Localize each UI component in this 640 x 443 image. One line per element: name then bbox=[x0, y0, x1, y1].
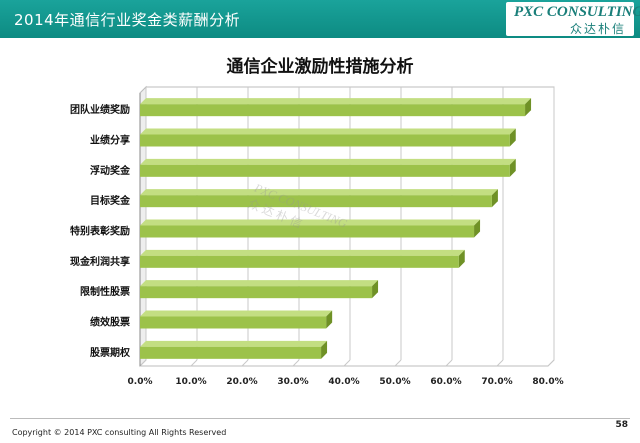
company-logo: PXC CONSULTING 众达朴信 bbox=[506, 2, 640, 36]
x-tick-label: 50.0% bbox=[379, 377, 410, 387]
y-tick-label: 浮动奖金 bbox=[90, 164, 131, 177]
bar-top bbox=[140, 310, 333, 317]
gridline-floor bbox=[292, 359, 300, 367]
gridline-floor bbox=[496, 359, 504, 367]
bar-top bbox=[140, 340, 328, 347]
bar-end bbox=[509, 158, 516, 177]
bar bbox=[140, 164, 510, 177]
bar-end bbox=[509, 128, 516, 147]
bar-top bbox=[140, 158, 516, 165]
bar bbox=[140, 346, 322, 359]
y-tick-label: 目标奖金 bbox=[90, 194, 131, 207]
y-tick-label: 股票期权 bbox=[90, 346, 131, 359]
copyright-text: Copyright © 2014 PXC consulting All Righ… bbox=[12, 428, 227, 437]
bar bbox=[140, 316, 327, 329]
gridline-floor bbox=[445, 359, 453, 367]
bar bbox=[140, 195, 492, 208]
y-tick-label: 业绩分享 bbox=[90, 134, 130, 147]
logo-text: PXC CONSULTING bbox=[514, 4, 640, 20]
bar bbox=[140, 286, 373, 299]
bar-end bbox=[326, 310, 333, 329]
x-tick-label: 10.0% bbox=[175, 377, 206, 387]
footer-divider bbox=[10, 418, 630, 419]
bar-top bbox=[140, 128, 516, 135]
x-tick-label: 80.0% bbox=[532, 377, 563, 387]
logo-chinese-text: 众达朴信 bbox=[569, 22, 626, 36]
bar-end bbox=[525, 98, 532, 117]
bar-end bbox=[458, 249, 465, 268]
chart-title: 通信企业激励性措施分析 bbox=[226, 57, 414, 77]
bar-top bbox=[140, 98, 532, 105]
gridline-floor bbox=[394, 359, 402, 367]
bar-end bbox=[372, 280, 379, 299]
x-tick-label: 60.0% bbox=[430, 377, 461, 387]
gridline-floor bbox=[343, 359, 351, 367]
bar bbox=[140, 134, 510, 147]
gridline-floor bbox=[547, 359, 555, 367]
bar bbox=[140, 225, 475, 238]
bar-top bbox=[140, 249, 465, 256]
x-tick-label: 30.0% bbox=[277, 377, 308, 387]
gridline-floor bbox=[241, 359, 249, 367]
bar-end bbox=[474, 219, 481, 238]
x-tick-label: 70.0% bbox=[481, 377, 512, 387]
page-title: 2014年通信行业奖金类薪酬分析 bbox=[14, 11, 241, 29]
x-tick-label: 40.0% bbox=[328, 377, 359, 387]
bar bbox=[140, 104, 526, 117]
bar-top bbox=[140, 189, 498, 196]
bar bbox=[140, 255, 459, 268]
y-tick-label: 团队业绩奖励 bbox=[70, 103, 130, 116]
gridline-floor bbox=[190, 359, 198, 367]
y-tick-label: 限制性股票 bbox=[80, 285, 130, 298]
bar-end bbox=[491, 189, 498, 208]
page-number: 58 bbox=[615, 420, 628, 430]
bar-end bbox=[321, 340, 328, 359]
x-tick-label: 0.0% bbox=[128, 377, 153, 387]
bar-top bbox=[140, 280, 379, 287]
y-tick-label: 绩效股票 bbox=[90, 316, 130, 329]
y-tick-label: 现金利润共享 bbox=[70, 255, 130, 268]
y-tick-label: 特别表彰奖励 bbox=[70, 225, 130, 238]
header-bar: 2014年通信行业奖金类薪酬分析 PXC CONSULTING 众达朴信 bbox=[0, 0, 640, 38]
gridline-floor bbox=[139, 359, 147, 367]
bar-top bbox=[140, 219, 481, 226]
x-tick-label: 20.0% bbox=[226, 377, 257, 387]
